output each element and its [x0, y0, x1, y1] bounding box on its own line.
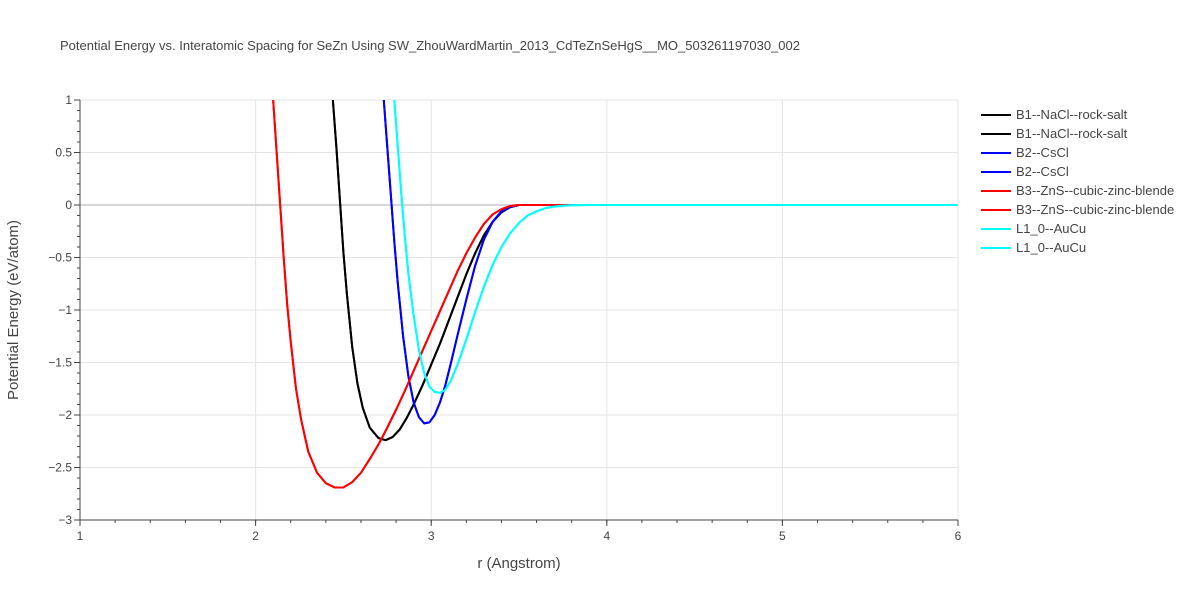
series-line-2 [331, 100, 958, 442]
axes: 1 2 3 4 5 6 −3 −2.5 −2 −1.5 −1 −0.5 0 0.5 1 [48, 93, 961, 543]
y-tick-label: 0.5 [55, 146, 72, 160]
x-tick-label: 2 [252, 529, 259, 543]
chart-title: Potential Energy vs. Interatomic Spacing… [60, 38, 800, 53]
series-line-4 [382, 100, 958, 425]
y-tick-label: 1 [65, 93, 72, 107]
y-tick-label: −0.5 [48, 251, 72, 265]
x-tick-label: 6 [955, 529, 962, 543]
series-line-5 [272, 100, 958, 489]
plot-area [272, 100, 958, 489]
legend-entry: B2--CsCl [1016, 145, 1069, 160]
series-line-3 [382, 100, 958, 425]
legend-entry: L1_0--AuCu [1016, 240, 1086, 255]
series-line-6 [272, 100, 958, 489]
y-tick-label: 0 [65, 198, 72, 212]
grid [80, 99, 959, 520]
legend-entry: B1--NaCl--rock-salt [1016, 126, 1128, 141]
legend-entry: B3--ZnS--cubic-zinc-blende [1016, 202, 1174, 217]
y-tick-label: −3 [58, 513, 72, 527]
legend-entry: B1--NaCl--rock-salt [1016, 107, 1128, 122]
y-tick-label: −2 [58, 408, 72, 422]
y-tick-label: −1.5 [48, 356, 72, 370]
y-tick-label: −1 [58, 303, 72, 317]
series-line-1 [331, 100, 958, 442]
series-line-8 [393, 100, 958, 394]
legend-entry: B2--CsCl [1016, 164, 1069, 179]
legend-entry: B3--ZnS--cubic-zinc-blende [1016, 183, 1174, 198]
x-tick-label: 5 [779, 529, 786, 543]
x-axis-title: r (Angstrom) [477, 555, 560, 572]
legend: B1--NaCl--rock-salt B1--NaCl--rock-salt B2… [981, 107, 1174, 255]
y-tick-label: −2.5 [48, 461, 72, 475]
x-tick-label: 1 [77, 529, 84, 543]
x-tick-label: 3 [428, 529, 435, 543]
legend-entry: L1_0--AuCu [1016, 221, 1086, 236]
x-tick-label: 4 [603, 529, 610, 543]
y-axis-title: Potential Energy (eV/atom) [5, 220, 22, 400]
